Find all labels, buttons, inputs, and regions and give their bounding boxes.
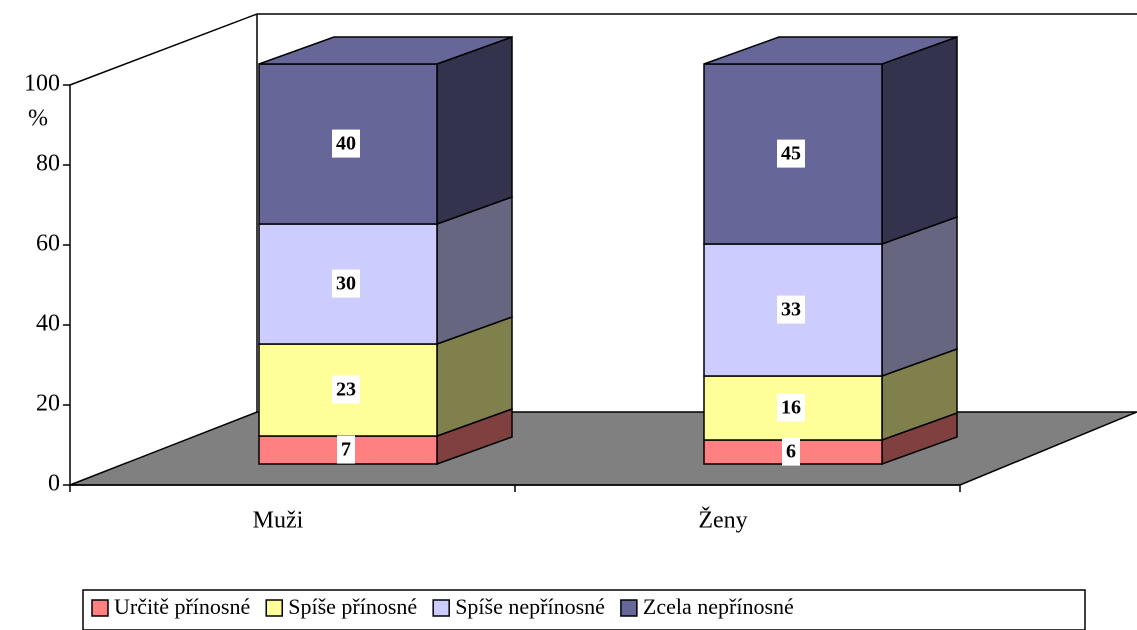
y-tick-label: 0 — [48, 471, 60, 497]
floor — [69, 411, 1137, 486]
x-tick-label: Muži — [253, 508, 304, 534]
bar-top — [703, 36, 958, 65]
legend-swatch — [265, 599, 283, 617]
value-label: 23 — [336, 379, 356, 401]
bar-side — [881, 35, 958, 246]
value-label-box — [332, 129, 360, 158]
bar-top — [258, 36, 513, 65]
bar-side — [436, 35, 513, 226]
value-label-box — [777, 139, 805, 168]
y-tick-label: 100 — [24, 71, 60, 97]
value-label-box — [332, 375, 360, 404]
value-label: 45 — [781, 143, 801, 165]
legend — [82, 589, 1086, 630]
value-label: 40 — [336, 133, 356, 155]
side-wall-top — [69, 13, 258, 86]
legend-label: Spíše přínosné — [288, 594, 417, 619]
y-tick-label: 60 — [36, 231, 60, 257]
bar-side — [881, 215, 958, 378]
y-tick-label: 20 — [36, 391, 60, 417]
value-label-box — [337, 435, 355, 464]
value-label: 30 — [336, 273, 356, 295]
legend-label: Určitě přínosné — [114, 594, 250, 619]
value-label-box — [332, 269, 360, 298]
legend-swatch — [432, 599, 450, 617]
legend-label: Spíše nepřínosné — [455, 594, 605, 619]
x-tick-label: Ženy — [698, 508, 747, 534]
value-label: 7 — [341, 439, 351, 461]
value-label-box — [782, 437, 800, 466]
value-label-box — [777, 295, 805, 324]
value-label: 6 — [786, 441, 796, 463]
y-tick-label: 80 — [36, 151, 60, 177]
legend-swatch — [620, 599, 638, 617]
value-label-box — [777, 393, 805, 422]
legend-label: Zcela nepřínosné — [643, 594, 794, 619]
y-tick-label: 40 — [36, 311, 60, 337]
legend-swatch — [91, 599, 109, 617]
value-label: 33 — [781, 299, 801, 321]
value-label: 16 — [781, 397, 801, 419]
axis-label: % — [28, 106, 48, 132]
